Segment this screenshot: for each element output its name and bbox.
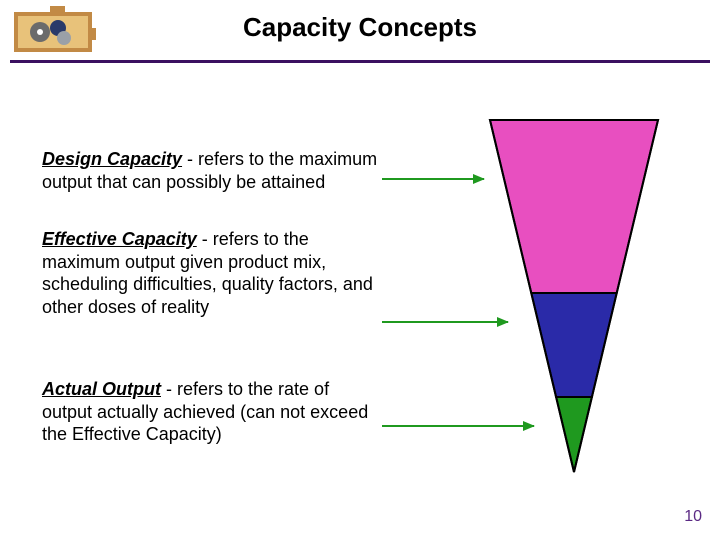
definition-term: Effective Capacity <box>42 229 197 249</box>
slide-root: Capacity Concepts Design Capacity - refe… <box>0 0 720 540</box>
slide-logo <box>10 6 96 56</box>
title-divider <box>10 60 710 63</box>
funnel-outline <box>490 120 658 472</box>
definition-term: Design Capacity <box>42 149 182 169</box>
funnel-segment-design <box>490 120 658 293</box>
definition-0: Design Capacity - refers to the maximum … <box>42 148 382 193</box>
page-number: 10 <box>684 508 702 526</box>
arrows-group <box>382 179 534 426</box>
definition-2: Actual Output - refers to the rate of ou… <box>42 378 382 446</box>
logo-gear-hole <box>37 29 43 35</box>
definition-1: Effective Capacity - refers to the maxim… <box>42 228 382 318</box>
definition-term: Actual Output <box>42 379 161 399</box>
funnel-segment-actual <box>556 397 592 472</box>
funnel-segment-effective <box>531 293 616 397</box>
capacity-funnel <box>490 120 658 472</box>
page-title: Capacity Concepts <box>120 12 600 43</box>
logo-gear-3 <box>57 31 71 45</box>
